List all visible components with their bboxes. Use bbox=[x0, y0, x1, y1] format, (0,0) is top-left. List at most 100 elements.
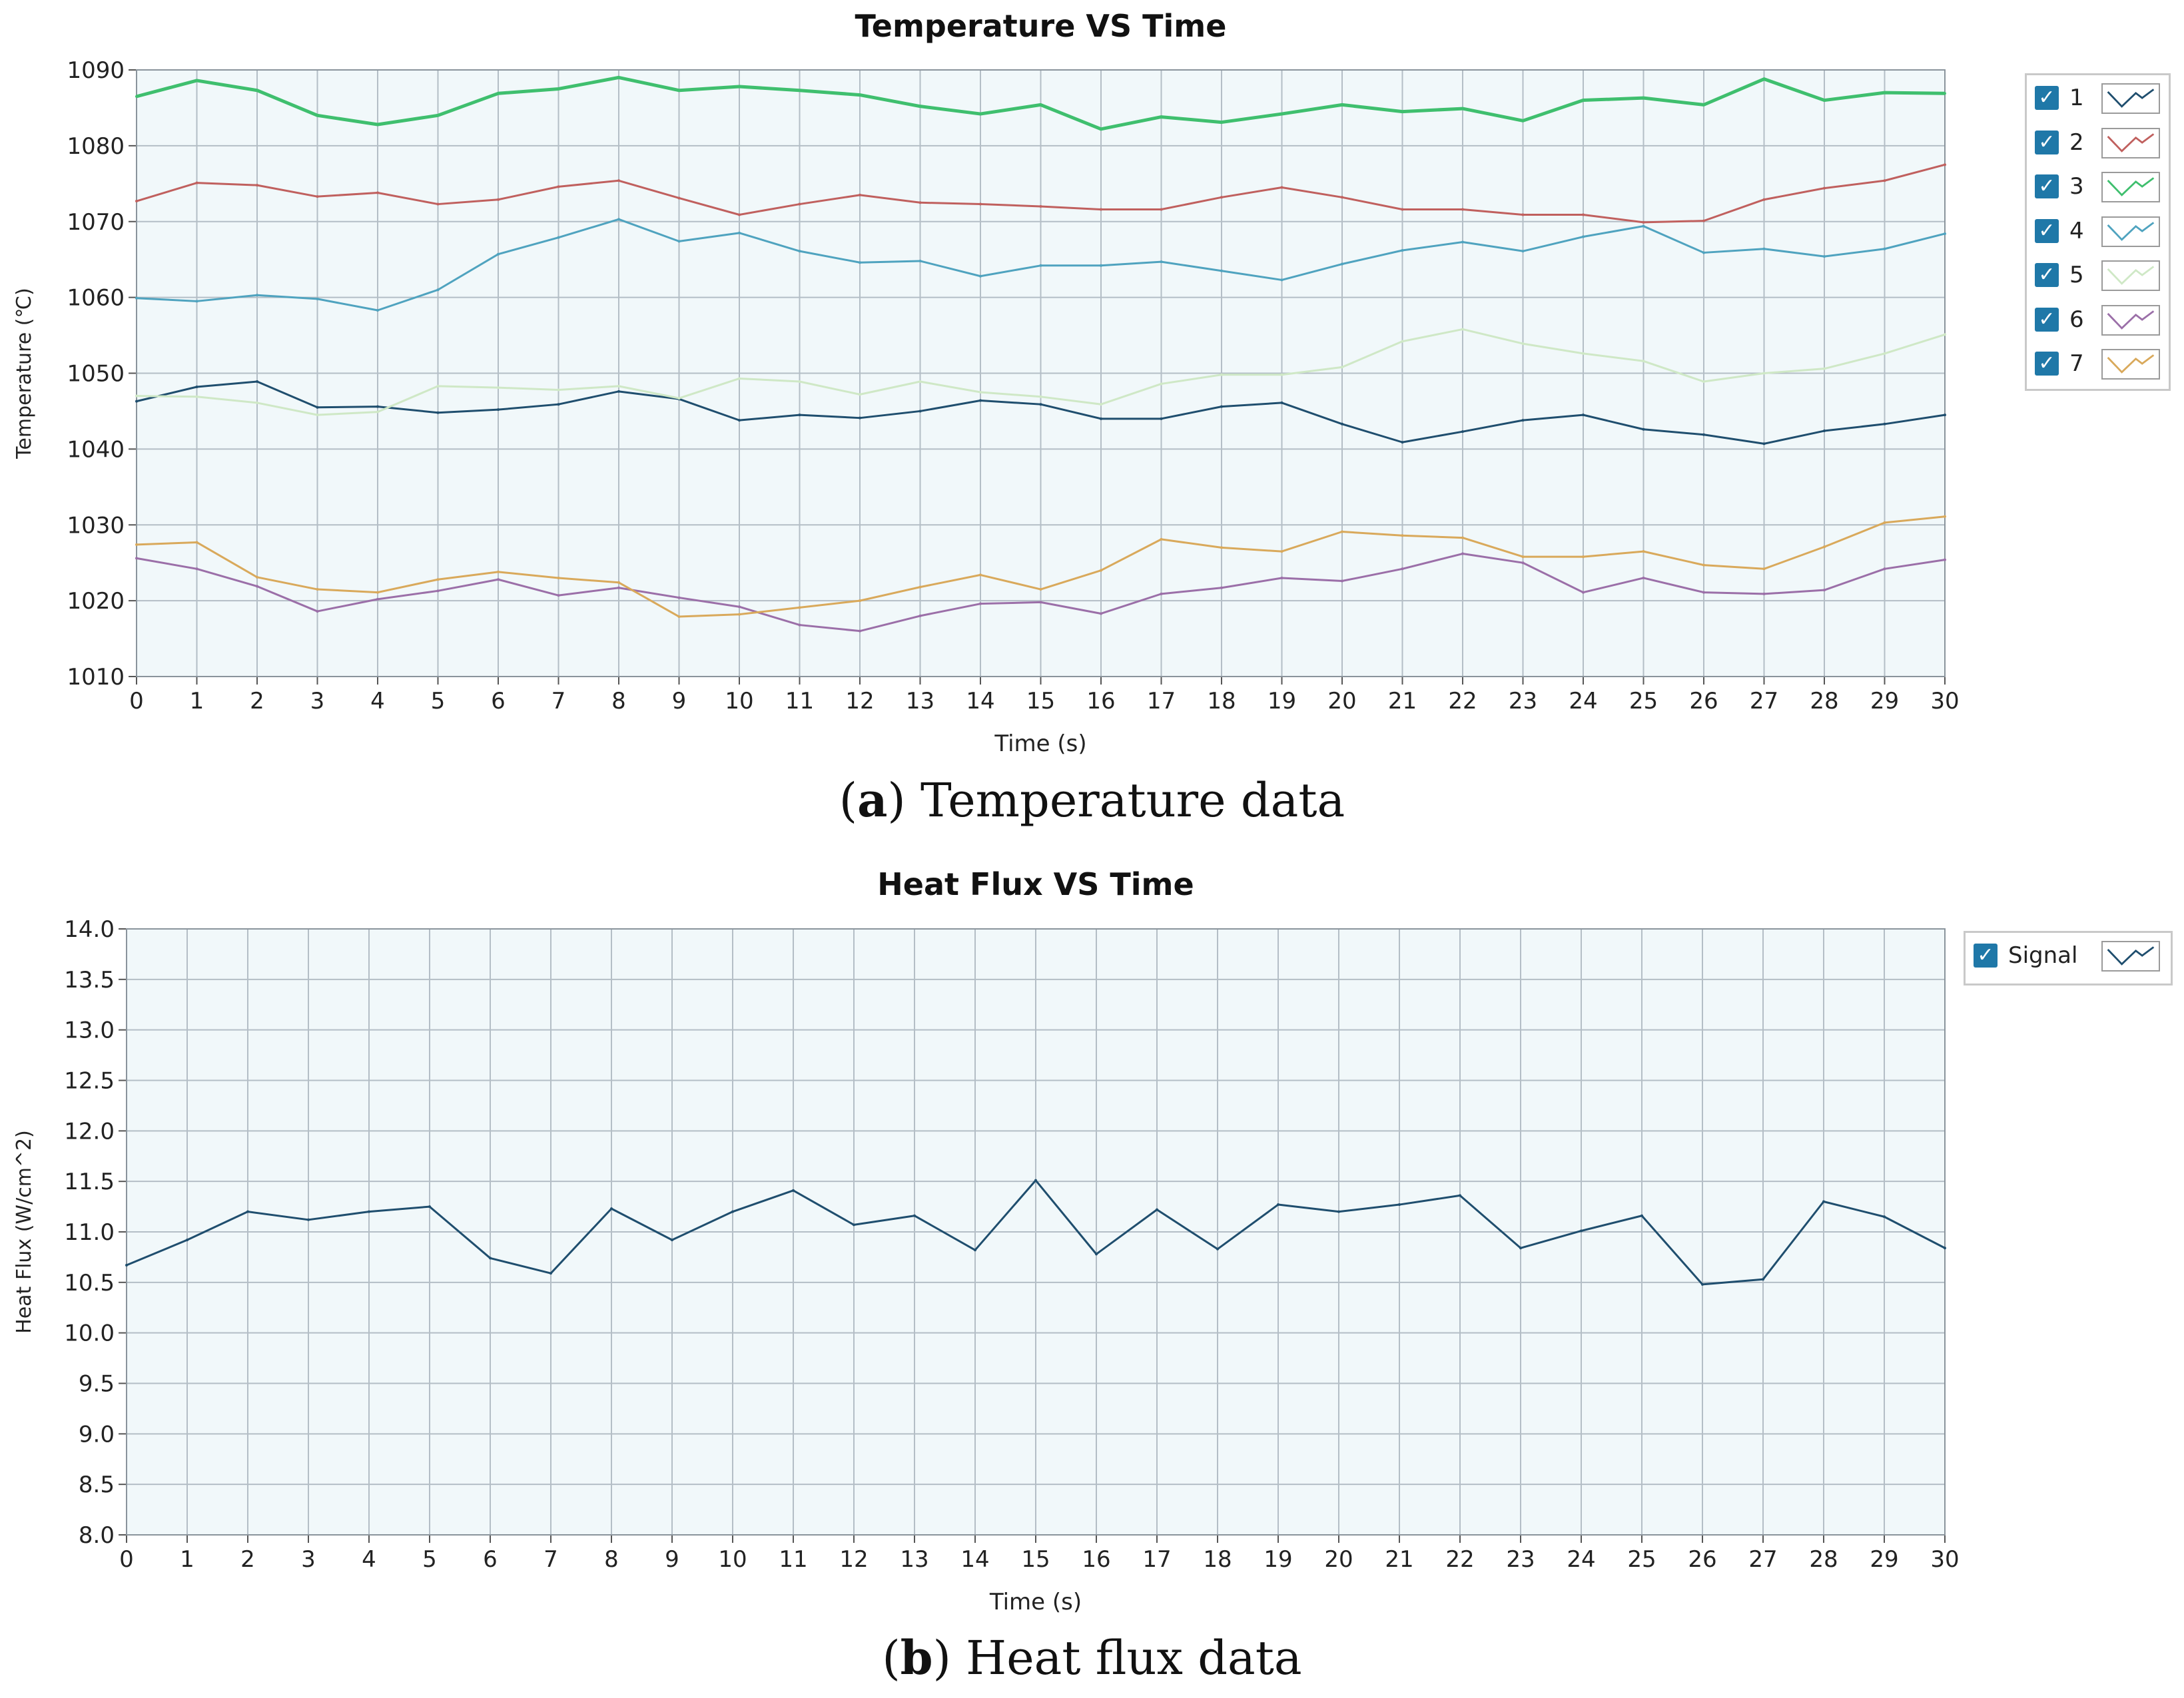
series-checkbox[interactable]: ✓ bbox=[2035, 307, 2059, 332]
swatch-line bbox=[2107, 221, 2155, 241]
data-point bbox=[1039, 395, 1042, 398]
x-tick-label: 21 bbox=[1385, 1546, 1413, 1573]
data-point bbox=[557, 236, 560, 239]
x-tick-label: 13 bbox=[906, 688, 934, 714]
data-point bbox=[1944, 558, 1946, 561]
data-point bbox=[497, 570, 500, 573]
data-point bbox=[1642, 427, 1645, 431]
series-checkbox[interactable]: ✓ bbox=[2035, 263, 2059, 287]
line-style-swatch[interactable] bbox=[2101, 172, 2160, 202]
y-tick-label: 1070 bbox=[67, 209, 125, 236]
data-point bbox=[738, 377, 741, 380]
data-point bbox=[1100, 264, 1102, 267]
data-point bbox=[617, 218, 620, 221]
y-tick-label: 10.5 bbox=[64, 1270, 115, 1296]
swatch-line bbox=[2107, 266, 2155, 285]
data-point bbox=[1220, 405, 1223, 408]
data-point bbox=[1160, 115, 1163, 119]
data-point bbox=[1702, 103, 1705, 107]
data-point bbox=[1341, 196, 1343, 199]
data-point bbox=[738, 419, 741, 422]
x-tick-label: 23 bbox=[1509, 688, 1537, 714]
line-style-swatch[interactable] bbox=[2101, 216, 2160, 247]
legend-item-3[interactable]: ✓ 3 bbox=[2027, 170, 2169, 208]
x-tick-label: 15 bbox=[1026, 688, 1055, 714]
data-point bbox=[1220, 586, 1223, 589]
x-axis-label: Time (s) bbox=[989, 1589, 1082, 1615]
line-style-swatch[interactable] bbox=[2101, 260, 2160, 291]
data-point bbox=[135, 400, 138, 403]
data-point bbox=[1521, 419, 1525, 422]
data-point bbox=[1160, 382, 1163, 386]
line-style-swatch[interactable] bbox=[2101, 349, 2160, 380]
data-point bbox=[557, 594, 560, 597]
data-point bbox=[436, 589, 440, 593]
x-tick-label: 14 bbox=[966, 688, 994, 714]
legend-item-4[interactable]: ✓ 4 bbox=[2027, 215, 2169, 252]
data-point bbox=[1341, 579, 1343, 583]
data-point bbox=[798, 623, 801, 627]
data-point bbox=[256, 585, 258, 588]
data-point bbox=[1280, 550, 1283, 553]
data-point bbox=[798, 606, 801, 609]
line-style-swatch[interactable] bbox=[2101, 127, 2160, 158]
data-point bbox=[1582, 235, 1585, 238]
x-tick-label: 19 bbox=[1268, 688, 1296, 714]
series-checkbox[interactable]: ✓ bbox=[2035, 130, 2059, 154]
y-tick-label: 8.0 bbox=[79, 1522, 115, 1549]
data-point bbox=[135, 394, 138, 398]
data-point bbox=[1100, 208, 1102, 211]
data-point bbox=[1160, 260, 1163, 264]
x-tick-label: 15 bbox=[1021, 1546, 1050, 1573]
series-checkbox[interactable]: ✓ bbox=[2035, 174, 2059, 198]
data-point bbox=[1883, 352, 1886, 355]
data-point bbox=[1580, 1229, 1583, 1233]
chart-title: Heat Flux VS Time bbox=[877, 866, 1194, 902]
series-checkbox[interactable]: ✓ bbox=[2035, 86, 2059, 110]
data-point bbox=[497, 252, 500, 256]
legend-item-6[interactable]: ✓ 6 bbox=[2027, 304, 2169, 341]
y-tick-label: 1010 bbox=[67, 664, 125, 691]
data-point bbox=[1521, 213, 1525, 216]
series-checkbox[interactable]: ✓ bbox=[2035, 218, 2059, 243]
legend-item-2[interactable]: ✓ 2 bbox=[2027, 127, 2169, 164]
temperature-chart: 0 1 2 3 4 5 6 7 8 9 10 11 12 13 14 15 16 17 18 19 20 21 22 23 24… bbox=[13, 8, 1960, 757]
y-tick-label: 1060 bbox=[67, 285, 125, 312]
data-point bbox=[135, 95, 138, 98]
line-style-swatch[interactable] bbox=[2101, 304, 2160, 336]
data-point bbox=[557, 87, 560, 91]
data-point bbox=[859, 393, 861, 396]
y-tick-label: 1030 bbox=[67, 512, 125, 539]
data-point bbox=[731, 1210, 734, 1213]
legend-label: 3 bbox=[2069, 173, 2084, 200]
data-point bbox=[617, 179, 620, 182]
line-style-swatch[interactable] bbox=[2101, 83, 2160, 114]
x-tick-label: 10 bbox=[725, 688, 753, 714]
data-point bbox=[1944, 414, 1946, 417]
data-point bbox=[1100, 403, 1102, 406]
x-tick-label: 25 bbox=[1629, 688, 1658, 714]
x-tick-label: 16 bbox=[1086, 688, 1115, 714]
legend-item-5[interactable]: ✓ 5 bbox=[2027, 259, 2169, 296]
legend-item-1[interactable]: ✓ 1 bbox=[2027, 82, 2169, 119]
series-checkbox[interactable]: ✓ bbox=[2035, 352, 2059, 376]
data-point bbox=[738, 213, 741, 216]
data-point bbox=[798, 89, 801, 92]
series-checkbox[interactable]: ✓ bbox=[1974, 944, 1998, 968]
data-point bbox=[1461, 208, 1464, 211]
data-point bbox=[1220, 373, 1223, 376]
data-point bbox=[617, 76, 620, 79]
data-point bbox=[1702, 433, 1705, 436]
data-point bbox=[307, 1218, 310, 1221]
data-point bbox=[195, 79, 198, 82]
data-point bbox=[1401, 534, 1404, 537]
data-point bbox=[1762, 592, 1766, 595]
legend-item-signal[interactable]: ✓ Signal bbox=[1966, 940, 2171, 977]
data-point bbox=[859, 629, 861, 633]
line-style-swatch[interactable] bbox=[2101, 941, 2160, 972]
swatch-line bbox=[2107, 177, 2155, 196]
data-point bbox=[1822, 1200, 1825, 1203]
legend-item-7[interactable]: ✓ 7 bbox=[2027, 348, 2169, 385]
data-point bbox=[1521, 561, 1525, 565]
